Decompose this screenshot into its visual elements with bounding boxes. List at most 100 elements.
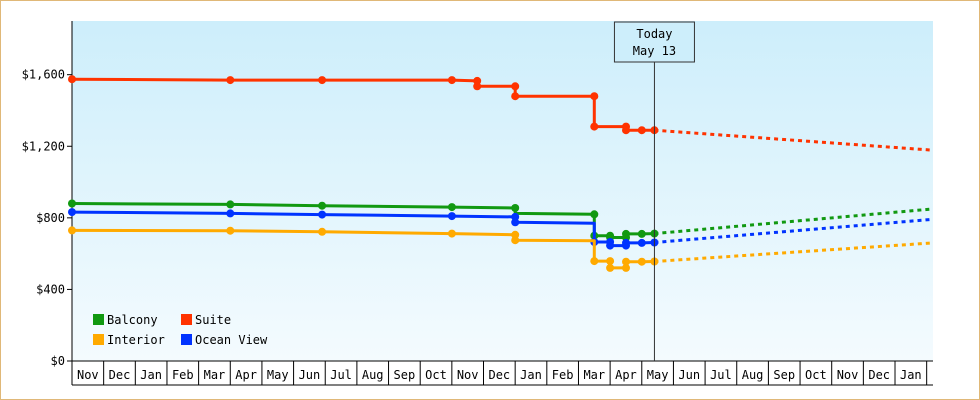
month-label: Oct: [425, 368, 447, 382]
today-marker: Today May 13: [613, 21, 695, 361]
data-point: [511, 218, 520, 227]
month-label: May: [267, 368, 289, 382]
data-point: [511, 82, 520, 91]
data-point: [68, 208, 76, 217]
data-point: [318, 227, 327, 236]
data-point: [473, 82, 482, 91]
month-label: Feb: [172, 368, 194, 382]
month-label: Aug: [362, 368, 384, 382]
data-point: [447, 212, 456, 221]
y-axis: $0 $400 $800 $1,200 $1,600: [22, 21, 73, 368]
data-point: [637, 229, 646, 238]
data-point: [511, 236, 520, 245]
legend-swatch: [181, 334, 192, 345]
month-label: Sep: [773, 368, 795, 382]
month-label: Mar: [583, 368, 605, 382]
data-point: [226, 76, 235, 85]
legend-label: Interior: [107, 333, 165, 347]
month-label: Sep: [394, 368, 416, 382]
data-point: [622, 257, 630, 266]
data-point: [68, 75, 76, 84]
legend-item-suite: Suite: [181, 313, 231, 327]
month-label: Dec: [868, 368, 890, 382]
legend-item-interior: Interior: [93, 333, 165, 347]
today-date: May 13: [633, 44, 676, 58]
legend-item-ocean-view: Ocean View: [181, 333, 268, 347]
data-point: [226, 209, 235, 218]
forecast-line: [654, 217, 934, 244]
month-label: Feb: [552, 368, 574, 382]
data-point: [68, 199, 76, 208]
y-tick-label: $1,600: [22, 68, 65, 82]
month-label: Apr: [235, 368, 257, 382]
data-point: [447, 76, 456, 85]
series-ocean-view: [68, 208, 934, 250]
y-tick-label: $1,200: [22, 139, 65, 153]
data-point: [68, 226, 76, 235]
today-label: Today: [636, 27, 672, 41]
legend-label: Suite: [195, 313, 231, 327]
data-point: [637, 238, 646, 247]
data-point: [637, 257, 646, 266]
month-label: Apr: [615, 368, 637, 382]
data-point: [447, 203, 456, 212]
series-interior: [68, 226, 934, 272]
y-tick-label: $0: [51, 354, 65, 368]
month-label: Jan: [140, 368, 162, 382]
data-point: [590, 210, 599, 219]
month-label: Nov: [77, 368, 99, 382]
month-label: Jun: [299, 368, 321, 382]
legend-item-balcony: Balcony: [93, 313, 158, 327]
legend-swatch: [93, 334, 104, 345]
data-point: [606, 263, 615, 272]
month-label: May: [647, 368, 669, 382]
data-point: [622, 126, 630, 135]
legend-label: Ocean View: [195, 333, 268, 347]
month-label: Nov: [457, 368, 479, 382]
forecast-line: [654, 207, 934, 236]
data-point: [318, 76, 327, 85]
y-tick-label: $800: [36, 211, 65, 225]
today-box: [613, 21, 695, 63]
data-point: [622, 229, 630, 238]
month-label: Nov: [837, 368, 859, 382]
x-axis: Nov Dec Jan Feb Mar Apr May Jun Jul Aug Sep Oct Nov D…: [71, 360, 933, 386]
legend: Balcony Suite Interior Ocean View: [93, 313, 268, 347]
month-label: Mar: [204, 368, 226, 382]
data-point: [606, 241, 615, 250]
month-label: Aug: [742, 368, 764, 382]
month-label: Jul: [330, 368, 352, 382]
data-point: [606, 257, 615, 266]
month-label: Dec: [488, 368, 510, 382]
data-point: [318, 210, 327, 219]
data-point: [511, 92, 520, 101]
series-suite: [68, 75, 934, 152]
data-point: [590, 92, 599, 101]
month-label: Oct: [805, 368, 827, 382]
data-point: [511, 204, 520, 212]
legend-swatch: [181, 314, 192, 325]
month-label: Jan: [900, 368, 922, 382]
forecast-line: [654, 241, 934, 263]
legend-swatch: [93, 314, 104, 325]
data-point: [622, 238, 630, 247]
month-label: Jan: [520, 368, 542, 382]
series-layer: [68, 75, 934, 272]
month-label: Jul: [710, 368, 732, 382]
data-point: [318, 201, 327, 210]
y-tick-label: $400: [36, 282, 65, 296]
month-label: Dec: [109, 368, 131, 382]
data-point: [637, 126, 646, 135]
data-point: [590, 122, 599, 131]
data-point: [590, 257, 599, 266]
month-label: Jun: [678, 368, 700, 382]
forecast-line: [654, 128, 934, 152]
data-point: [226, 226, 235, 235]
data-point: [622, 263, 630, 272]
legend-label: Balcony: [107, 313, 158, 327]
data-point: [226, 200, 235, 209]
data-point: [447, 229, 456, 238]
plot-area: [72, 21, 933, 361]
